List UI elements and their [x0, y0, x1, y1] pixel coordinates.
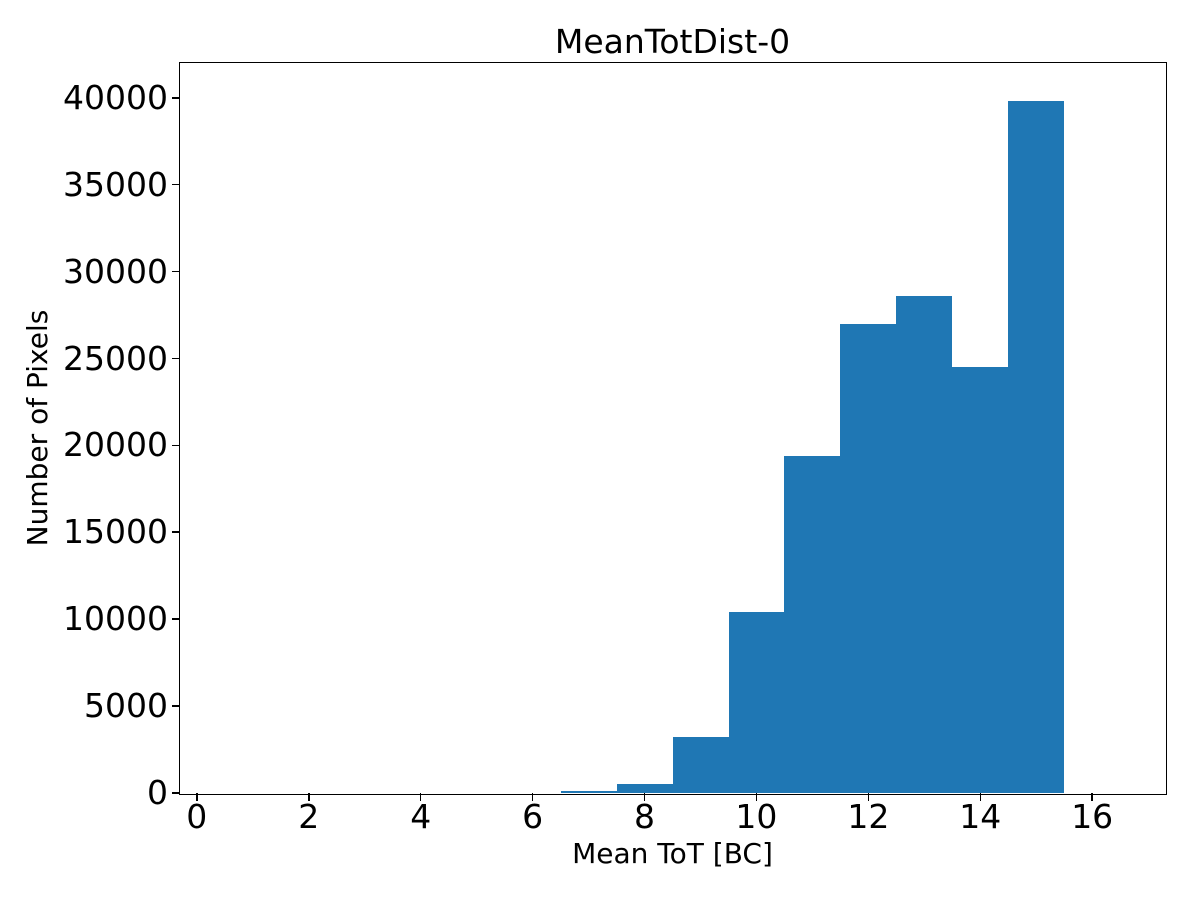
histogram-bar [560, 790, 617, 793]
x-tick-label: 16 [1071, 797, 1114, 836]
histogram-bar [784, 455, 841, 793]
histogram-bar [616, 784, 673, 793]
y-tick-label: 35000 [63, 164, 168, 204]
histogram-bar [1008, 101, 1065, 793]
x-tick-label: 14 [959, 797, 1002, 836]
x-tick-mark [307, 793, 310, 801]
chart-title: MeanTotDist-0 [554, 22, 791, 61]
x-axis-label: Mean ToT [BC] [572, 837, 773, 870]
x-tick-label: 4 [410, 797, 432, 836]
x-tick-mark [1091, 793, 1094, 801]
y-tick-label: 15000 [63, 512, 168, 552]
y-tick-mark [172, 531, 180, 534]
x-tick-mark [979, 793, 982, 801]
y-tick-mark [172, 183, 180, 186]
x-tick-label: 8 [634, 797, 655, 836]
x-tick-label: 2 [298, 797, 320, 836]
x-tick-mark [195, 793, 198, 801]
y-tick-mark [172, 792, 180, 794]
y-tick-label: 10000 [63, 599, 168, 639]
y-tick-label: 20000 [63, 425, 168, 465]
histogram-bar [896, 295, 953, 793]
y-tick-label: 5000 [84, 686, 168, 726]
y-axis-label: Number of Pixels [21, 309, 54, 547]
x-tick-mark [643, 793, 646, 801]
x-tick-label: 6 [522, 797, 544, 836]
y-tick-mark [172, 96, 180, 99]
y-tick-label: 30000 [63, 251, 168, 291]
y-tick-mark [172, 705, 180, 707]
x-tick-mark [531, 793, 534, 801]
histogram-bar [728, 612, 785, 793]
x-tick-label: 12 [847, 797, 890, 836]
x-tick-label: 10 [735, 797, 778, 836]
histogram-bar [840, 323, 897, 793]
y-tick-mark [172, 618, 180, 620]
y-tick-label: 40000 [63, 77, 168, 117]
x-tick-mark [867, 793, 870, 801]
histogram-bar [672, 737, 729, 793]
y-tick-mark [172, 270, 180, 273]
y-tick-label: 0 [147, 773, 168, 812]
x-tick-label: 0 [186, 797, 208, 836]
y-tick-mark [172, 357, 180, 360]
y-tick-label: 25000 [63, 338, 168, 378]
y-tick-mark [172, 444, 180, 447]
histogram-bar [952, 367, 1009, 793]
x-tick-mark [419, 793, 422, 801]
x-tick-mark [755, 793, 758, 801]
